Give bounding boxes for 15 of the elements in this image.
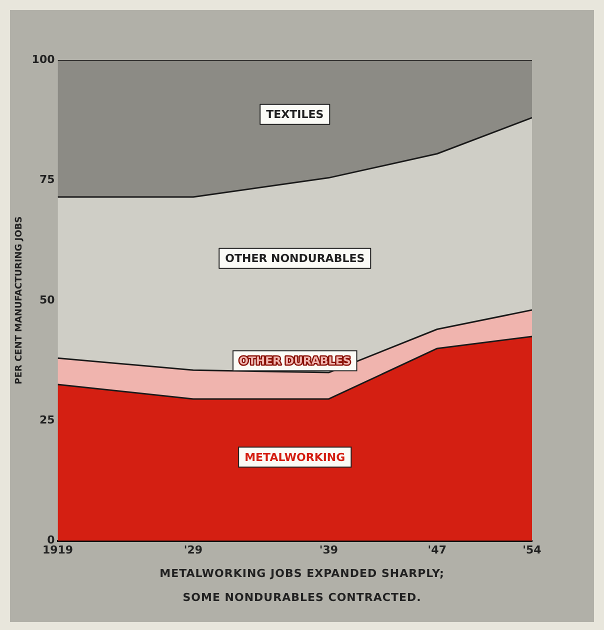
series-label: TEXTILES bbox=[266, 108, 324, 122]
series-label: OTHER NONDURABLES bbox=[225, 252, 365, 266]
y-tick-label: 25 bbox=[39, 413, 55, 426]
y-tick-label: 75 bbox=[39, 173, 55, 186]
y-tick-label: 50 bbox=[39, 293, 56, 306]
series-label: OTHER DURABLES bbox=[239, 354, 351, 368]
x-tick-label: '47 bbox=[428, 543, 446, 556]
text: METALWORKING JOBS EXPANDED SHARPLY; bbox=[158, 566, 446, 582]
y-tick-label: 100 bbox=[32, 52, 56, 66]
y-axis-title: PER CENT MANUFACTURING JOBS bbox=[14, 216, 25, 384]
series-label: METALWORKING bbox=[244, 451, 346, 464]
x-tick-label: '39 bbox=[319, 543, 338, 556]
x-tick-label: '54 bbox=[522, 543, 542, 556]
x-tick-label: '29 bbox=[184, 543, 203, 556]
text: SOME NONDURABLES CONTRACTED. bbox=[182, 590, 422, 606]
